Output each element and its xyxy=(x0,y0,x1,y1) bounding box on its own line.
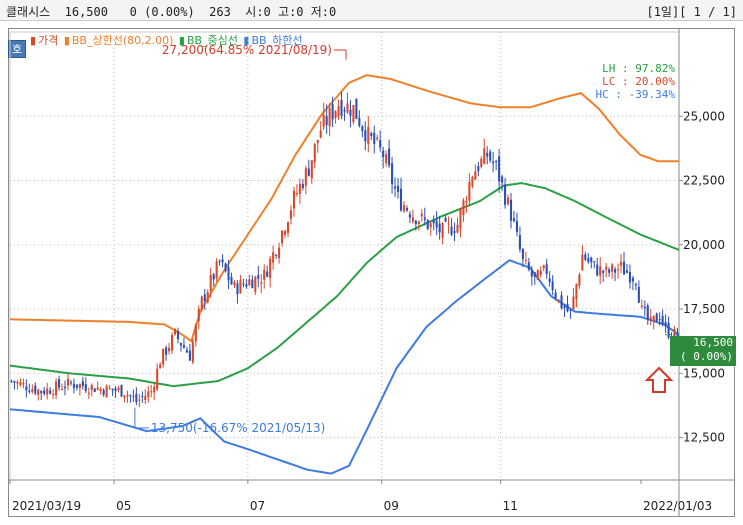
stock-info-bar: 클래시스 16,500 0 (0.00%) 263 시:0 고:0 저:0 [1… xyxy=(0,0,743,21)
legend-mid-marker: ▮ xyxy=(178,34,185,47)
stock-name: 클래시스 xyxy=(6,5,51,19)
period-pager: [1일][ 1 / 1] xyxy=(646,3,737,20)
legend-mid-band: BB_중심선 xyxy=(186,34,238,47)
stock-quote: 클래시스 16,500 0 (0.00%) 263 시:0 고:0 저:0 xyxy=(6,3,336,20)
legend-price: 가격 xyxy=(38,34,59,47)
legend-upper-band: BB_상한선(80,2.00) xyxy=(71,34,174,47)
page-indicator[interactable]: [ 1 / 1] xyxy=(679,5,737,19)
stock-open: 시:0 xyxy=(245,5,271,19)
mode-button[interactable]: 호 xyxy=(8,40,26,58)
stat-lh: LH : 97.82% xyxy=(602,62,675,75)
legend-lower-band: BB_하한선 xyxy=(251,34,303,47)
stat-lc: LC : 20.00% xyxy=(602,75,675,88)
stock-volume: 263 xyxy=(209,5,231,19)
stock-high: 고:0 xyxy=(278,5,304,19)
current-price-change: ( 0.00%) xyxy=(680,350,733,363)
legend-price-marker: ▮ xyxy=(30,34,37,47)
stock-low: 저:0 xyxy=(310,5,337,19)
range-stats: LH : 97.82% LC : 20.00% HC : -39.34% xyxy=(596,62,675,101)
stock-price: 16,500 xyxy=(64,5,108,19)
stat-hc: HC : -39.34% xyxy=(595,88,675,101)
period-button[interactable]: [1일] xyxy=(646,5,680,19)
current-price-value: 16,500 xyxy=(693,336,733,349)
stock-change: 0 (0.00%) xyxy=(129,5,195,19)
current-price-tag: 16,500 ( 0.00%) xyxy=(670,336,736,366)
chart-frame xyxy=(8,28,735,517)
chart-legend: ▮ 가격 ▮ BB_상한선(80,2.00) ▮ BB_중심선 ▮ BB_하한선 xyxy=(30,32,304,48)
legend-upper-marker: ▮ xyxy=(63,34,70,47)
legend-lower-marker: ▮ xyxy=(243,34,250,47)
